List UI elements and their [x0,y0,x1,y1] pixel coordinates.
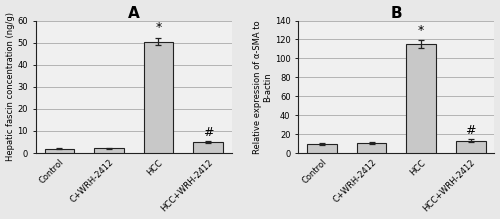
Text: *: * [418,24,424,37]
Bar [456,141,486,153]
Bar [144,42,174,153]
Y-axis label: Hepatic fascin concentration (ng/g): Hepatic fascin concentration (ng/g) [6,12,15,161]
Bar [44,149,74,153]
Bar [94,148,124,153]
Bar [307,144,337,153]
Title: B: B [390,5,402,21]
Y-axis label: Relative expression of α-SMA to
B-actin: Relative expression of α-SMA to B-actin [252,20,272,154]
Bar [406,44,436,153]
Text: #: # [466,124,476,138]
Bar [193,142,223,153]
Text: *: * [156,21,162,34]
Title: A: A [128,5,140,21]
Text: #: # [203,126,213,139]
Bar [356,143,386,153]
